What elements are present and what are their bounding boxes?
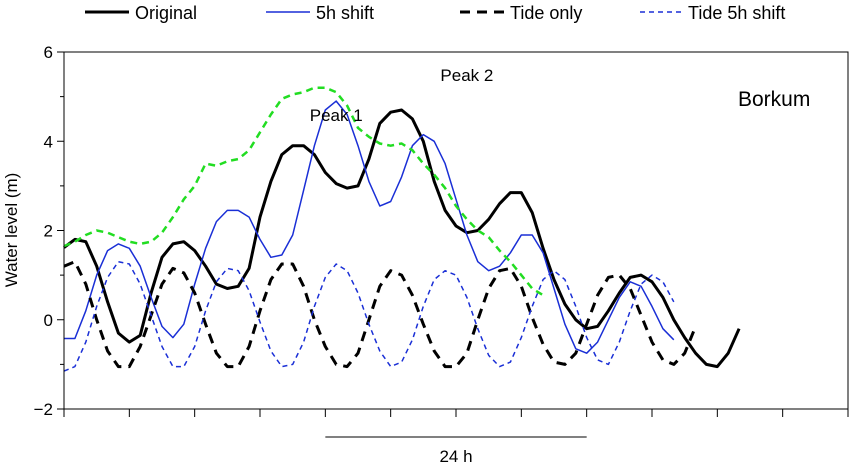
y-axis-label: Water level (m) [2,173,21,288]
y-tick-label: 6 [44,43,53,62]
series-line-5h-shift [64,100,675,354]
legend: Original 5h shift Tide only Tide 5h shift [85,3,785,23]
station-label: Borkum [738,88,810,111]
legend-label: Tide only [510,3,582,23]
y-tick-label: −2 [34,400,53,419]
y-tick-label: 4 [44,132,53,151]
scale-bar: 24 h [325,436,587,466]
plot-frame [63,51,849,410]
series-group [63,86,741,372]
series-line-envelope [63,86,544,297]
scale-bar-label: 24 h [439,447,472,466]
legend-label: 5h shift [316,3,374,23]
y-axis: −2 0 2 4 6 [34,43,64,419]
peak-annotation: Peak 1 [310,106,363,125]
x-axis [63,409,849,417]
legend-label: Tide 5h shift [688,3,785,23]
annotations: Peak 1 Peak 2 [310,66,494,125]
legend-label: Original [135,3,197,23]
series-line-tide-5h-shift [63,260,675,372]
series-line-tide-only [63,260,697,369]
y-tick-label: 0 [44,311,53,330]
series-line-original [63,108,741,369]
peak-annotation: Peak 2 [440,66,493,85]
y-tick-label: 2 [44,222,53,241]
